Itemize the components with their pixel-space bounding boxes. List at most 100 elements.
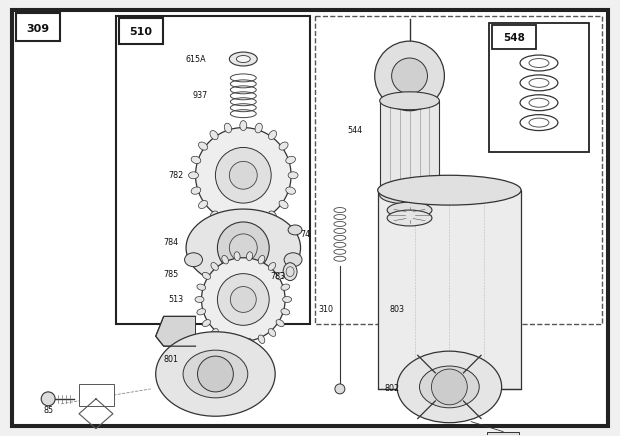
Ellipse shape [222,255,228,264]
Ellipse shape [268,262,276,270]
Text: 785: 785 [164,270,179,279]
Text: 85: 85 [43,406,53,415]
Ellipse shape [288,225,302,235]
Bar [379,101,440,195]
Text: 802: 802 [384,385,400,393]
Ellipse shape [229,52,257,66]
Ellipse shape [284,253,302,267]
Ellipse shape [191,156,201,164]
Ellipse shape [211,262,218,270]
Text: 801: 801 [164,354,179,364]
Ellipse shape [283,263,297,281]
Text: 937: 937 [193,91,208,100]
Text: 74: 74 [300,230,310,239]
Bar [412,364,487,394]
Ellipse shape [276,272,284,279]
Text: 544: 544 [348,126,363,135]
Ellipse shape [281,284,290,290]
Ellipse shape [234,338,240,347]
Bar [315,16,601,324]
Ellipse shape [202,320,211,327]
Bar [119,18,162,44]
Circle shape [215,147,271,203]
Ellipse shape [191,187,201,194]
Ellipse shape [186,209,301,286]
Ellipse shape [247,338,252,347]
Ellipse shape [279,142,288,150]
Bar [378,190,521,389]
Circle shape [374,41,445,111]
Circle shape [202,258,285,341]
Text: 782: 782 [169,171,184,180]
Ellipse shape [397,351,502,422]
Circle shape [231,286,256,313]
Ellipse shape [210,130,218,140]
Text: 309: 309 [27,24,50,34]
Ellipse shape [286,156,296,164]
Ellipse shape [185,253,203,267]
Ellipse shape [268,211,277,220]
Ellipse shape [222,335,228,344]
Text: 513: 513 [169,295,184,304]
Text: 510: 510 [129,27,153,37]
Text: 310: 310 [318,305,333,314]
Ellipse shape [379,92,440,110]
Ellipse shape [387,210,432,226]
Circle shape [229,161,257,189]
Ellipse shape [197,284,206,290]
Ellipse shape [195,296,204,303]
Ellipse shape [276,320,284,327]
Ellipse shape [236,55,250,62]
Ellipse shape [268,130,277,140]
Circle shape [195,128,291,223]
Ellipse shape [198,142,208,150]
Bar [79,384,114,406]
Ellipse shape [279,201,288,208]
Ellipse shape [420,366,479,408]
Bar [116,16,310,324]
Bar [489,23,589,153]
Text: 548: 548 [503,33,525,43]
Ellipse shape [247,252,252,261]
Ellipse shape [156,332,275,416]
Ellipse shape [224,218,232,227]
Circle shape [392,58,427,94]
Ellipse shape [288,172,298,179]
Ellipse shape [198,201,208,208]
Polygon shape [156,317,195,346]
Ellipse shape [281,309,290,315]
Bar [492,25,536,49]
Ellipse shape [197,309,206,315]
Ellipse shape [240,220,247,230]
Ellipse shape [258,255,265,264]
Ellipse shape [255,218,262,227]
Text: 783: 783 [270,272,285,281]
Ellipse shape [258,335,265,344]
Text: 803: 803 [389,305,405,314]
Circle shape [41,392,55,406]
Ellipse shape [240,121,247,130]
Circle shape [335,384,345,394]
Bar [16,14,60,41]
Ellipse shape [234,252,240,261]
Ellipse shape [211,329,218,337]
Ellipse shape [210,211,218,220]
Ellipse shape [387,202,432,218]
Ellipse shape [183,350,248,398]
Ellipse shape [188,172,198,179]
Text: eReplacementParts.com: eReplacementParts.com [246,235,374,245]
Ellipse shape [268,329,276,337]
Ellipse shape [283,296,291,303]
Ellipse shape [379,186,440,204]
Ellipse shape [224,123,232,133]
Circle shape [218,274,269,325]
Ellipse shape [286,187,296,194]
Circle shape [218,222,269,274]
Ellipse shape [255,123,262,133]
Ellipse shape [378,175,521,205]
Circle shape [432,369,467,405]
Ellipse shape [202,272,211,279]
Text: 615A: 615A [185,54,206,64]
Text: 784: 784 [164,238,179,247]
Circle shape [198,356,233,392]
